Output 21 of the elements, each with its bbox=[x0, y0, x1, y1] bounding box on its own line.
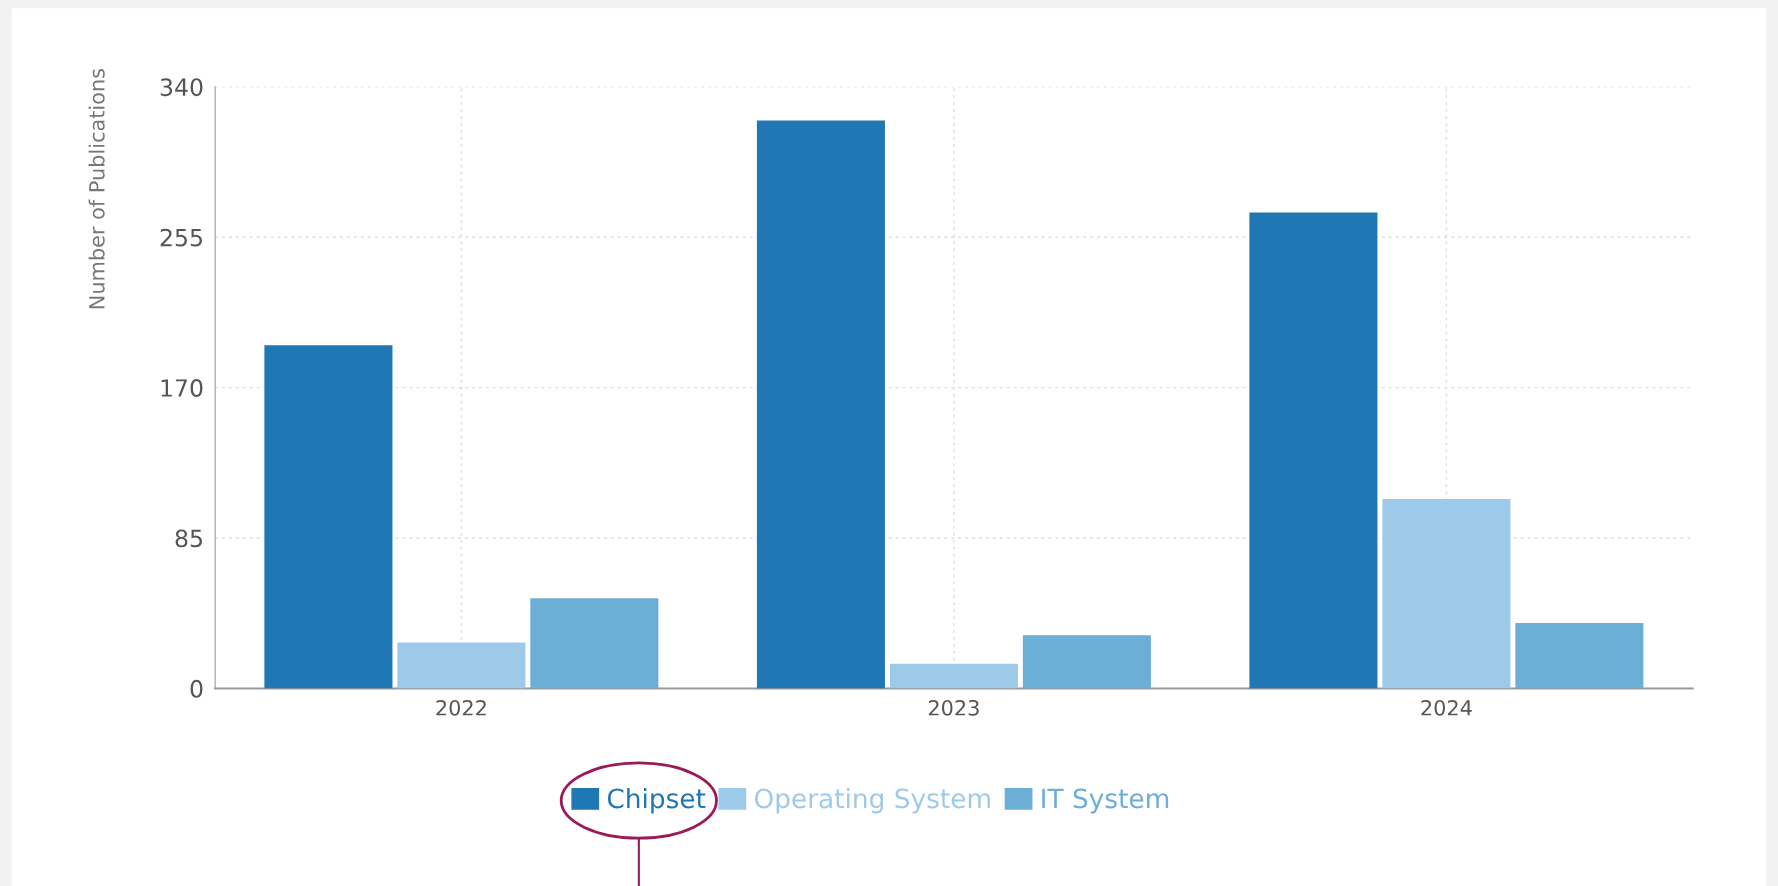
x-tick-label: 2024 bbox=[1421, 699, 1472, 716]
y-tick-label: 340 bbox=[160, 78, 203, 97]
bar bbox=[1382, 499, 1511, 689]
x-tick-label: 2022 bbox=[436, 699, 486, 716]
bar bbox=[530, 598, 659, 689]
bar bbox=[1022, 635, 1151, 689]
bar bbox=[397, 642, 526, 689]
bar bbox=[264, 345, 393, 689]
y-tick-label: 255 bbox=[160, 228, 202, 247]
bar bbox=[1249, 212, 1378, 689]
y-axis-title: Number of Publications bbox=[88, 69, 105, 309]
y-tick-label: 85 bbox=[175, 529, 202, 548]
legend-label: Operating System bbox=[754, 787, 990, 814]
bar bbox=[889, 663, 1018, 689]
y-tick-label: 170 bbox=[161, 379, 203, 397]
bar bbox=[756, 120, 885, 689]
bar bbox=[1515, 622, 1644, 689]
x-tick-label: 2023 bbox=[928, 699, 979, 716]
legend-label: Chipset bbox=[607, 787, 706, 814]
y-tick-label: 0 bbox=[190, 679, 203, 698]
legend-label: IT System bbox=[1042, 788, 1169, 814]
